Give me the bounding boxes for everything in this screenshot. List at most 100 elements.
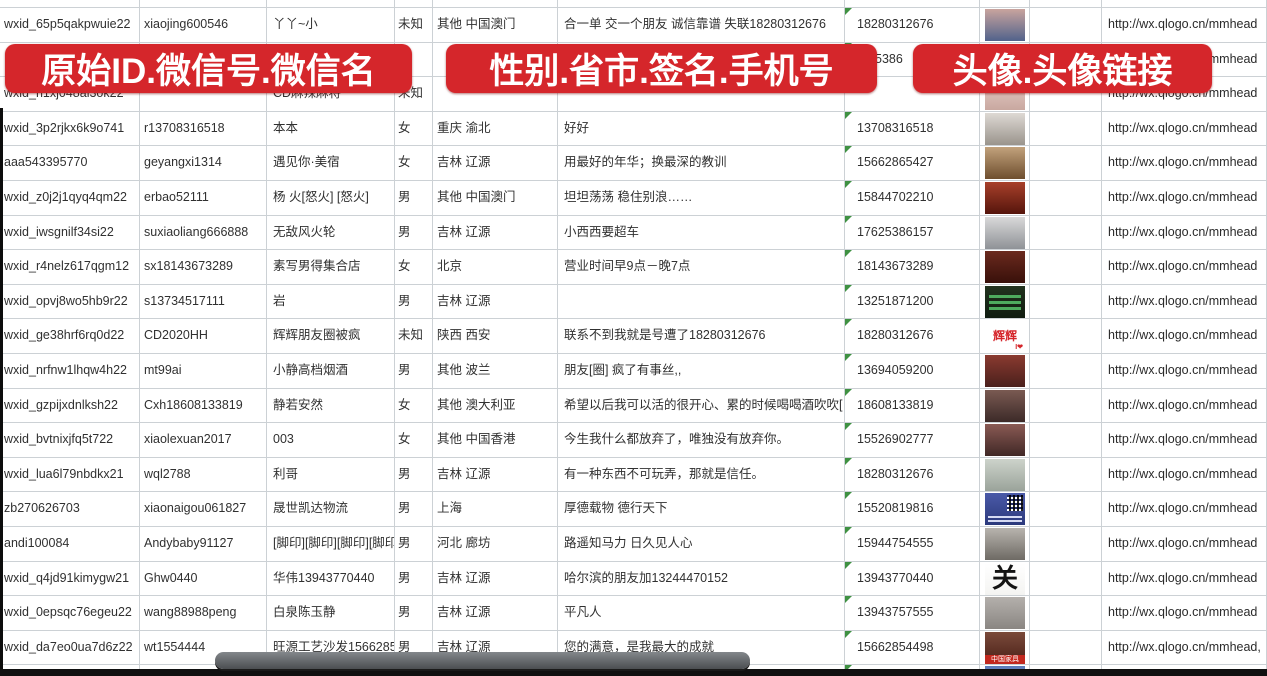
cell-wechat-id[interactable]: wql2788 xyxy=(140,458,267,493)
cell-spare[interactable] xyxy=(1030,112,1102,147)
cell-region[interactable]: 其他 波兰 xyxy=(433,354,558,389)
cell-signature[interactable]: 合一单 交一个朋友 诚信靠谱 失联18280312676 xyxy=(558,8,845,43)
cell-spare[interactable] xyxy=(1030,181,1102,216)
cell-wechat-name[interactable]: 丫丫~小 xyxy=(267,8,395,43)
cell-spare[interactable] xyxy=(1030,562,1102,597)
cell-region[interactable]: 上海 xyxy=(433,492,558,527)
cell-phone[interactable]: 15662854498 xyxy=(845,631,980,666)
avatar-image[interactable] xyxy=(985,113,1025,145)
cell-wechat-name[interactable]: 杨 火[怒火] [怒火] xyxy=(267,181,395,216)
cell-avatar-url[interactable]: http://wx.qlogo.cn/mmhead xyxy=(1102,181,1267,216)
cell-avatar[interactable] xyxy=(980,181,1030,216)
avatar-image[interactable] xyxy=(985,182,1025,214)
cell-signature[interactable]: 希望以后我可以活的很开心、累的时候喝喝酒吹吹[ xyxy=(558,389,845,424)
cell-phone[interactable]: 15526902777 xyxy=(845,423,980,458)
cell-gender[interactable]: 未知 xyxy=(395,319,433,354)
cell-wechat-name[interactable]: 小静高档烟酒 xyxy=(267,354,395,389)
cell-signature[interactable]: 路遥知马力 日久见人心 xyxy=(558,527,845,562)
cell-wechat-name[interactable]: 003 xyxy=(267,423,395,458)
cell-avatar-url[interactable]: http://wx.qlogo.cn/mmhead xyxy=(1102,562,1267,597)
cell-spare[interactable] xyxy=(1030,146,1102,181)
cell-wechat-name[interactable]: 遇见你·美宿 xyxy=(267,146,395,181)
cell-phone[interactable]: 15662865427 xyxy=(845,146,980,181)
cell-phone[interactable]: 18280312676 xyxy=(845,8,980,43)
cell-wechat-name[interactable]: [脚印][脚印][脚印][脚印] xyxy=(267,527,395,562)
cell-avatar-url[interactable]: http://wx.qlogo.cn/mmhead xyxy=(1102,596,1267,631)
cell-wxid[interactable]: wxid_lua6l79nbdkx21 xyxy=(0,458,140,493)
cell-wxid[interactable]: wxid_iwsgnilf34si22 xyxy=(0,216,140,251)
cell-wechat-id[interactable]: mt99ai xyxy=(140,354,267,389)
cell-gender[interactable]: 男 xyxy=(395,216,433,251)
cell-signature[interactable] xyxy=(558,285,845,320)
cell-avatar[interactable] xyxy=(980,112,1030,147)
avatar-image[interactable] xyxy=(985,355,1025,387)
cell-spare[interactable] xyxy=(1030,285,1102,320)
cell-region[interactable]: 其他 中国澳门 xyxy=(433,181,558,216)
cell-wechat-name[interactable]: 本本 xyxy=(267,112,395,147)
cell-region[interactable]: 重庆 渝北 xyxy=(433,112,558,147)
cell-wxid[interactable]: wxid_3p2rjkx6k9o741 xyxy=(0,112,140,147)
cell-avatar-url[interactable]: http://wx.qlogo.cn/mmhead xyxy=(1102,216,1267,251)
avatar-image[interactable] xyxy=(985,493,1025,525)
cell-phone[interactable]: 13943770440 xyxy=(845,562,980,597)
cell-wxid[interactable]: andi100084 xyxy=(0,527,140,562)
cell-signature[interactable]: 有一种东西不可玩弄，那就是信任。 xyxy=(558,458,845,493)
cell-phone[interactable]: 13251871200 xyxy=(845,285,980,320)
cell-wxid[interactable]: wxid_65p5qakpwuie22 xyxy=(0,8,140,43)
cell-wxid[interactable]: aaa543395770 xyxy=(0,146,140,181)
cell-phone[interactable]: 15844702210 xyxy=(845,181,980,216)
cell-avatar[interactable]: 辉辉I❤ xyxy=(980,319,1030,354)
cell-wxid[interactable]: wxid_0epsqc76egeu22 xyxy=(0,596,140,631)
cell-signature[interactable]: 坦坦荡荡 稳住别浪…… xyxy=(558,181,845,216)
cell-wechat-name[interactable]: 晟世凯达物流 xyxy=(267,492,395,527)
avatar-image[interactable] xyxy=(985,597,1025,629)
cell-wxid[interactable]: wxid_ge38hrf6rq0d22 xyxy=(0,319,140,354)
cell-gender[interactable]: 男 xyxy=(395,562,433,597)
cell-signature[interactable]: 联系不到我就是号遭了18280312676 xyxy=(558,319,845,354)
cell-wechat-id[interactable]: xiaolexuan2017 xyxy=(140,423,267,458)
cell-wechat-name[interactable]: 利哥 xyxy=(267,458,395,493)
cell-wechat-id[interactable]: CD2020HH xyxy=(140,319,267,354)
cell-avatar-url[interactable]: http://wx.qlogo.cn/mmhead xyxy=(1102,146,1267,181)
cell-wechat-id[interactable]: s13734517111 xyxy=(140,285,267,320)
cell-wechat-id[interactable]: suxiaoliang666888 xyxy=(140,216,267,251)
cell-region[interactable]: 其他 澳大利亚 xyxy=(433,389,558,424)
cell-phone[interactable]: 18143673289 xyxy=(845,250,980,285)
cell-region[interactable]: 吉林 辽源 xyxy=(433,458,558,493)
cell-region[interactable]: 河北 廊坊 xyxy=(433,527,558,562)
cell-wxid[interactable]: wxid_opvj8wo5hb9r22 xyxy=(0,285,140,320)
cell-spare[interactable] xyxy=(1030,8,1102,43)
cell-gender[interactable]: 女 xyxy=(395,423,433,458)
cell-phone[interactable]: 15520819816 xyxy=(845,492,980,527)
cell-avatar[interactable] xyxy=(980,389,1030,424)
cell-wxid[interactable]: wxid_r4nelz617qgm12 xyxy=(0,250,140,285)
cell-wxid[interactable]: zb270626703 xyxy=(0,492,140,527)
cell-avatar[interactable] xyxy=(980,492,1030,527)
cell-gender[interactable]: 男 xyxy=(395,285,433,320)
cell-region[interactable]: 吉林 辽源 xyxy=(433,146,558,181)
cell-region[interactable]: 陕西 西安 xyxy=(433,319,558,354)
cell-wechat-id[interactable]: xiaojing600546 xyxy=(140,8,267,43)
cell-spare[interactable] xyxy=(1030,389,1102,424)
cell-gender[interactable]: 男 xyxy=(395,527,433,562)
avatar-image[interactable] xyxy=(985,459,1025,491)
horizontal-scrollbar-thumb[interactable] xyxy=(215,652,750,669)
cell-avatar[interactable] xyxy=(980,354,1030,389)
cell-spare[interactable] xyxy=(1030,596,1102,631)
cell-region[interactable]: 吉林 辽源 xyxy=(433,216,558,251)
avatar-image[interactable] xyxy=(985,147,1025,179)
cell-signature[interactable]: 哈尔滨的朋友加13244470152 xyxy=(558,562,845,597)
cell-wechat-name[interactable]: 无敌风火轮 xyxy=(267,216,395,251)
cell-spare[interactable] xyxy=(1030,354,1102,389)
cell-spare[interactable] xyxy=(1030,250,1102,285)
cell-region[interactable]: 吉林 辽源 xyxy=(433,562,558,597)
avatar-image[interactable] xyxy=(985,251,1025,283)
cell-signature[interactable]: 朋友[圈] 疯了有事丝,, xyxy=(558,354,845,389)
cell-wechat-id[interactable]: xiaonaigou061827 xyxy=(140,492,267,527)
cell-avatar-url[interactable]: http://wx.qlogo.cn/mmhead xyxy=(1102,423,1267,458)
cell-spare[interactable] xyxy=(1030,423,1102,458)
cell-region[interactable]: 北京 xyxy=(433,250,558,285)
cell-avatar[interactable]: 中国家具 xyxy=(980,631,1030,666)
cell-avatar-url[interactable]: http://wx.qlogo.cn/mmhead xyxy=(1102,354,1267,389)
avatar-image[interactable] xyxy=(985,286,1025,318)
